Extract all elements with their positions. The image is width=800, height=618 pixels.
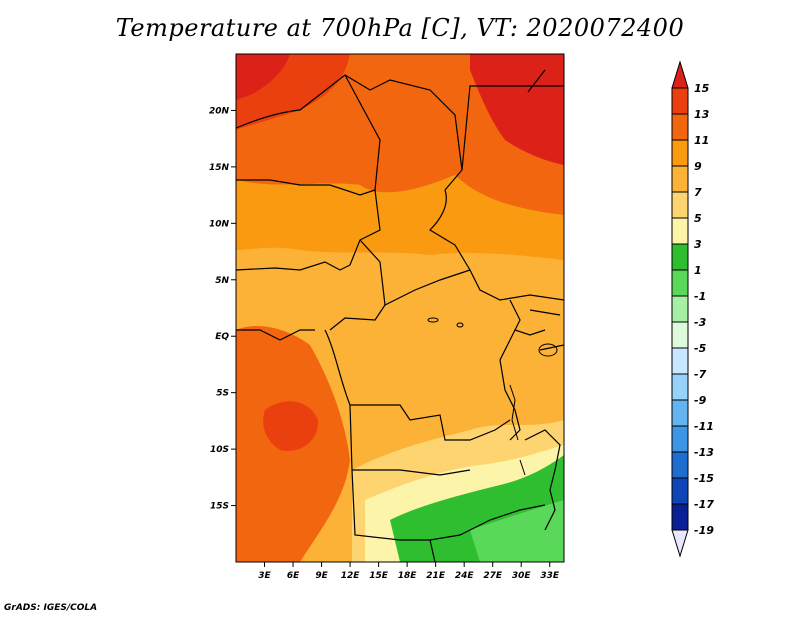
colorbar-label: 3 — [694, 238, 702, 251]
colorbar-swatch — [671, 503, 689, 531]
colorbar-swatch — [671, 347, 689, 375]
colorbar-swatch — [671, 295, 689, 323]
colorbar-swatch — [671, 217, 689, 245]
country-borders — [236, 69, 564, 562]
colorbar-swatch — [671, 243, 689, 271]
y-tick-label: 15N — [209, 163, 230, 173]
colorbar-label: -9 — [694, 394, 707, 407]
x-tick-label: 15E — [369, 571, 389, 581]
colorbar-swatch — [671, 269, 689, 297]
colorbar-swatch — [671, 477, 689, 505]
colorbar-swatch — [671, 425, 689, 453]
x-tick-label: 27E — [483, 571, 503, 581]
colorbar-label: -3 — [694, 316, 707, 329]
field-band-sahel — [236, 175, 564, 260]
colorbar-label: -17 — [694, 498, 714, 511]
colorbar-label: 11 — [694, 134, 709, 147]
colorbar-swatch — [671, 87, 689, 115]
colorbar-swatch — [671, 113, 689, 141]
colorbar-label: -11 — [694, 420, 714, 433]
field-band-northwest-hot — [236, 54, 290, 100]
colorbar-label: -1 — [694, 290, 706, 303]
temperature-map — [236, 54, 564, 562]
colorbar-label: -15 — [694, 472, 714, 485]
y-axis: 20N 15N 10N 5N EQ 5S 10S 15S — [209, 106, 236, 512]
x-tick-label: 6E — [287, 571, 300, 581]
y-tick-label: 5S — [216, 389, 229, 399]
field-band-northeast-hot — [470, 54, 564, 165]
x-tick-label: 21E — [426, 571, 446, 581]
x-tick-label: 24E — [455, 571, 475, 581]
y-tick-label: 5N — [215, 276, 229, 286]
colorbar-label: -13 — [694, 446, 714, 459]
x-tick-label: 18E — [398, 571, 418, 581]
x-tick-label: 12E — [341, 571, 361, 581]
y-tick-label: 15S — [210, 502, 229, 512]
colorbar-swatch — [671, 399, 689, 427]
colorbar-label: 7 — [694, 186, 702, 199]
colorbar-swatch — [671, 451, 689, 479]
field-band-south-lightgreen — [470, 500, 564, 562]
colorbar-label: 5 — [694, 212, 702, 225]
lakes — [427, 317, 558, 476]
colorbar-swatch — [671, 321, 689, 349]
x-axis: 3E 6E 9E 12E 15E 18E 21E 24E 27E 30E 33E — [258, 562, 560, 581]
y-tick-label: 10N — [209, 219, 230, 229]
colorbar-label: 15 — [694, 82, 710, 95]
colorbar-label: -5 — [694, 342, 707, 355]
plot-frame — [235, 53, 565, 563]
colorbar-swatch — [671, 191, 689, 219]
colorbar-top-arrow — [671, 60, 689, 89]
field-band-atlantic-core — [263, 401, 319, 451]
y-tick-label: 10S — [210, 445, 229, 455]
colorbar-label: -19 — [694, 524, 714, 537]
grads-credit: GrADS: IGES/COLA — [4, 603, 98, 613]
chart-title: Temperature at 700hPa [C], VT: 202007240… — [115, 14, 685, 42]
y-tick-label: EQ — [215, 332, 229, 342]
x-tick-label: 3E — [258, 571, 271, 581]
colorbar-label: 13 — [694, 108, 710, 121]
colorbar-label: 1 — [694, 264, 702, 277]
x-tick-label: 30E — [512, 571, 532, 581]
colorbar-swatch — [671, 139, 689, 167]
colorbar-label: -7 — [694, 368, 707, 381]
x-tick-label: 33E — [540, 571, 560, 581]
colorbar-label: 9 — [694, 160, 702, 173]
y-tick-label: 20N — [209, 106, 230, 116]
x-tick-label: 9E — [315, 571, 328, 581]
colorbar-swatch — [671, 373, 689, 401]
colorbar-swatch — [671, 165, 689, 193]
colorbar: 15 13 11 9 7 5 3 1 -1 -3 -5 -7 -9 -11 -13 -15 -17 -19 — [671, 60, 714, 558]
colorbar-bottom-arrow — [671, 529, 689, 558]
